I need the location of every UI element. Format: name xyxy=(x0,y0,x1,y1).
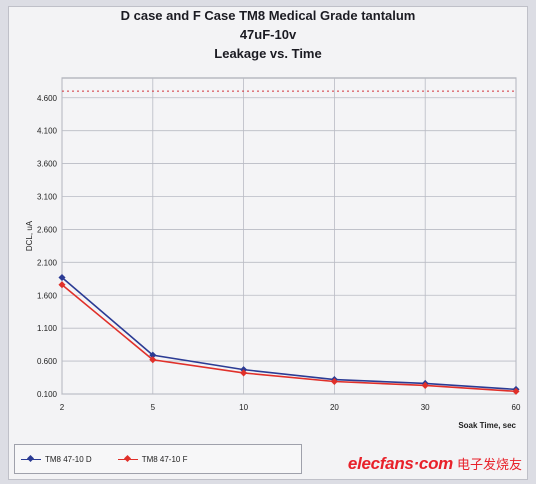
y-axis-label: DCL, uA xyxy=(25,220,34,251)
x-tick-label: 30 xyxy=(421,403,430,412)
y-tick-label: 0.600 xyxy=(37,357,58,366)
chart-title: D case and F Case TM8 Medical Grade tant… xyxy=(120,8,416,23)
chart-subtitle-2: Leakage vs. Time xyxy=(214,46,322,61)
y-tick-label: 3.600 xyxy=(37,160,58,169)
watermark-cn: 电子发烧友 xyxy=(456,458,522,473)
y-tick-label: 1.600 xyxy=(37,291,58,300)
series-point-1 xyxy=(58,281,66,289)
y-tick-label: 4.100 xyxy=(37,127,58,136)
series-line-0 xyxy=(61,276,517,391)
x-tick-label: 2 xyxy=(60,403,65,412)
legend-label-f: TM8 47-10 F xyxy=(141,454,188,464)
x-tick-label: 20 xyxy=(330,403,339,412)
watermark-brand: elecfans·com xyxy=(347,454,453,473)
watermark-logo: elecfans·com 电子发烧友 xyxy=(348,454,522,474)
series-point-0 xyxy=(58,273,66,282)
y-tick-label: 4.600 xyxy=(37,94,58,103)
legend: TM8 47-10 D TM8 47-10 F xyxy=(14,444,302,474)
x-tick-label: 10 xyxy=(239,403,248,412)
x-axis-label: Soak Time, sec xyxy=(458,421,516,430)
legend-item-d: TM8 47-10 D xyxy=(21,455,92,464)
plot-area xyxy=(61,77,517,395)
series-point-0 xyxy=(149,351,157,359)
y-tick-label: 3.100 xyxy=(37,193,58,202)
legend-item-f: TM8 47-10 F xyxy=(117,454,188,464)
legend-swatch-f xyxy=(117,458,138,460)
y-tick-label: 0.100 xyxy=(37,390,58,399)
y-tick-label: 2.600 xyxy=(37,225,58,234)
y-tick-label: 2.100 xyxy=(37,258,58,267)
series-point-1 xyxy=(330,377,338,386)
y-tick-label: 1.100 xyxy=(37,324,58,333)
series-point-1 xyxy=(512,387,520,395)
x-tick-label: 60 xyxy=(512,403,521,412)
x-tick-label: 5 xyxy=(151,403,156,412)
legend-swatch-d xyxy=(21,458,41,460)
series-point-1 xyxy=(149,356,157,364)
series-point-1 xyxy=(421,381,429,389)
series-point-1 xyxy=(240,369,248,377)
chart-subtitle: 47uF-10v xyxy=(239,27,297,42)
legend-label-d: TM8 47-10 D xyxy=(45,454,92,464)
chart-title-block: D case and F Case TM8 Medical Grade tant… xyxy=(0,6,536,63)
series-line-1 xyxy=(61,284,517,393)
